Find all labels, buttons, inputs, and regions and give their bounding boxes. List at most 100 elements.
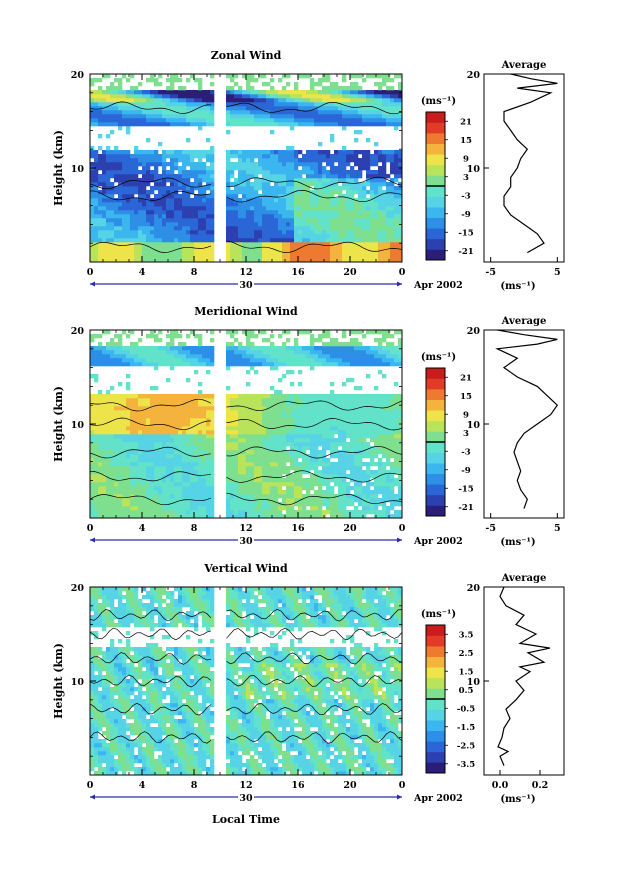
- heatmap-cell: [262, 210, 267, 215]
- heatmap-cell: [166, 442, 171, 447]
- heatmap-cell: [270, 242, 275, 247]
- heatmap-cell: [294, 486, 299, 491]
- heatmap-cell: [206, 466, 211, 471]
- heatmap-cell: [310, 102, 315, 107]
- heatmap-cell: [94, 102, 99, 107]
- heatmap-cell: [318, 106, 323, 111]
- heatmap-cell: [362, 162, 367, 167]
- heatmap-cell: [174, 482, 179, 487]
- heatmap-cell: [90, 238, 95, 243]
- heatmap-cell: [282, 414, 287, 419]
- heatmap-cell: [186, 258, 191, 263]
- heatmap-cell: [190, 466, 195, 471]
- heatmap-cell: [238, 154, 243, 159]
- heatmap-cell: [210, 202, 215, 207]
- heatmap-cell: [110, 110, 115, 115]
- heatmap-cell: [234, 490, 239, 495]
- heatmap-cell: [246, 174, 251, 179]
- heatmap-cell: [98, 162, 103, 167]
- heatmap-cell: [282, 410, 287, 415]
- heatmap-cell: [114, 222, 119, 227]
- heatmap-cell: [242, 98, 247, 103]
- heatmap-cell: [162, 494, 167, 499]
- heatmap-cell: [262, 442, 267, 447]
- heatmap-cell: [286, 246, 291, 251]
- heatmap-cell: [318, 158, 323, 163]
- heatmap-cell: [90, 394, 95, 399]
- heatmap-cell: [266, 166, 271, 171]
- heatmap-cell: [238, 470, 243, 475]
- heatmap-cell: [250, 90, 255, 95]
- heatmap-cell: [126, 514, 131, 519]
- heatmap-cell: [162, 458, 167, 463]
- heatmap-cell: [178, 118, 183, 123]
- heatmap-cell: [134, 422, 139, 427]
- heatmap-cell: [302, 186, 307, 191]
- heatmap-cell: [362, 186, 367, 191]
- heatmap-cell: [366, 90, 371, 95]
- heatmap-cell: [154, 258, 159, 263]
- heatmap-cell: [378, 118, 383, 123]
- heatmap-cell: [270, 102, 275, 107]
- heatmap-cell: [390, 254, 395, 259]
- heatmap-cell: [318, 194, 323, 199]
- heatmap-cell: [374, 230, 379, 235]
- heatmap-cell: [202, 406, 207, 411]
- heatmap-cell: [202, 110, 207, 115]
- heatmap-cell: [294, 206, 299, 211]
- heatmap-cell: [386, 114, 391, 119]
- heatmap-cell: [282, 462, 287, 467]
- heatmap-cell: [318, 238, 323, 243]
- heatmap-cell: [178, 454, 183, 459]
- heatmap-cell: [262, 230, 267, 235]
- heatmap-cell: [246, 154, 251, 159]
- heatmap-cell: [150, 122, 155, 127]
- heatmap-cell: [398, 234, 403, 239]
- heatmap-cell: [210, 226, 215, 231]
- heatmap-cell: [154, 394, 159, 399]
- heatmap-cell: [98, 346, 103, 351]
- heatmap-cell: [278, 474, 283, 479]
- heatmap-cell: [282, 438, 287, 443]
- heatmap-cell: [202, 410, 207, 415]
- heatmap-cell: [390, 206, 395, 211]
- heatmap-cell: [250, 242, 255, 247]
- heatmap-cell: [138, 214, 143, 219]
- heatmap-cell: [286, 486, 291, 491]
- heatmap-cell: [178, 438, 183, 443]
- heatmap-cell: [134, 406, 139, 411]
- heatmap-cell: [202, 414, 207, 419]
- heatmap-cell: [206, 510, 211, 515]
- heatmap-cell: [290, 354, 295, 359]
- heatmap-cell: [278, 418, 283, 423]
- heatmap-cell: [206, 118, 211, 123]
- heatmap-cell: [286, 222, 291, 227]
- heatmap-cell: [158, 418, 163, 423]
- heatmap-cell: [198, 170, 203, 175]
- heatmap-cell: [186, 494, 191, 499]
- heatmap-cell: [198, 210, 203, 215]
- heatmap-cell: [146, 506, 151, 511]
- heatmap-cell: [246, 474, 251, 479]
- heatmap-cell: [290, 158, 295, 163]
- heatmap-cell: [246, 462, 251, 467]
- heatmap-cell: [198, 410, 203, 415]
- panel-title: Meridional Wind: [194, 305, 298, 318]
- heatmap-cell: [130, 394, 135, 399]
- heatmap-cell: [178, 158, 183, 163]
- heatmap-cell: [114, 494, 119, 499]
- heatmap-cell: [174, 114, 179, 119]
- heatmap-cell: [134, 146, 139, 151]
- heatmap-cell: [146, 174, 151, 179]
- heatmap-cell: [302, 258, 307, 263]
- heatmap-cell: [118, 418, 123, 423]
- heatmap-cell: [254, 110, 259, 115]
- heatmap-cell: [238, 198, 243, 203]
- heatmap-cell: [278, 118, 283, 123]
- heatmap-cell: [186, 506, 191, 511]
- heatmap-cell: [94, 422, 99, 427]
- heatmap-cell: [182, 490, 187, 495]
- heatmap-cell: [170, 190, 175, 195]
- heatmap-cell: [178, 166, 183, 171]
- heatmap-cell: [338, 198, 343, 203]
